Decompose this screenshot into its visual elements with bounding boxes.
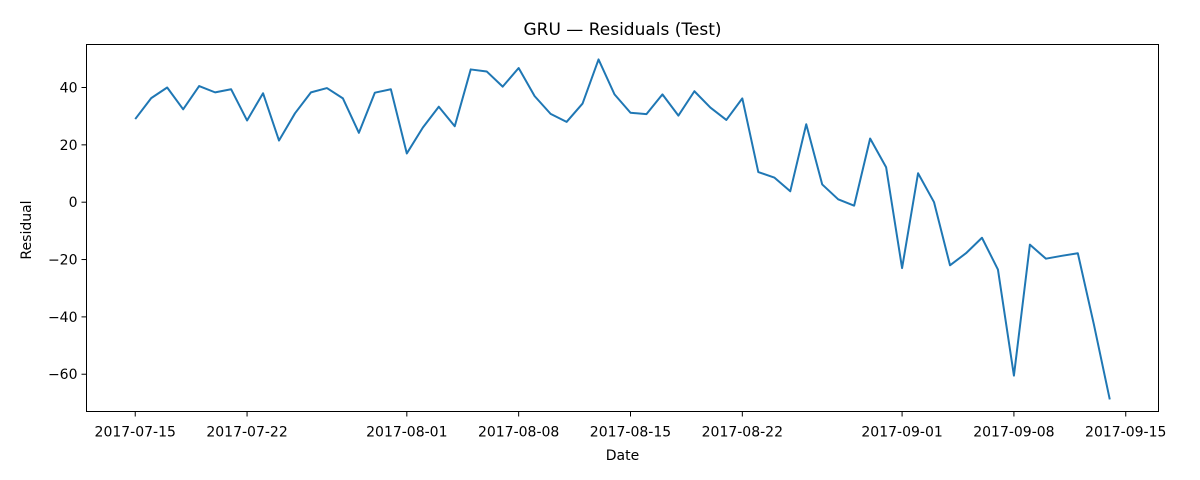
- data-point: [837, 198, 839, 200]
- x-tick-label: 2017-08-15: [590, 425, 671, 441]
- data-point: [214, 91, 216, 93]
- plot-frame: [86, 44, 1159, 412]
- residual-series-line: [134, 58, 1111, 400]
- data-point: [358, 132, 360, 134]
- data-point: [1109, 398, 1111, 400]
- data-point: [614, 93, 616, 95]
- data-point: [390, 88, 392, 90]
- data-point: [374, 92, 376, 94]
- data-point: [566, 121, 568, 123]
- data-point: [789, 190, 791, 192]
- data-point: [166, 87, 168, 89]
- data-point: [342, 97, 344, 99]
- data-point: [965, 252, 967, 254]
- data-point: [1045, 258, 1047, 260]
- data-point: [470, 68, 472, 70]
- x-tick-label: 2017-07-22: [206, 425, 287, 441]
- data-point: [741, 97, 743, 99]
- data-point: [406, 152, 408, 154]
- x-tick-label: 2017-07-15: [95, 425, 176, 441]
- data-point: [661, 93, 663, 95]
- data-point: [629, 112, 631, 114]
- x-tick-label: 2017-08-08: [478, 425, 559, 441]
- x-tick-label: 2017-09-08: [973, 425, 1054, 441]
- data-point: [709, 107, 711, 109]
- data-point: [150, 97, 152, 99]
- data-point: [677, 115, 679, 117]
- data-point: [1077, 252, 1079, 254]
- y-tick-label: −20: [48, 253, 78, 269]
- x-tick-label: 2017-08-22: [702, 425, 783, 441]
- data-point: [246, 119, 248, 121]
- data-point: [598, 58, 600, 60]
- data-point: [582, 103, 584, 105]
- data-point: [805, 123, 807, 125]
- data-point: [198, 85, 200, 87]
- data-point: [1093, 323, 1095, 325]
- data-point: [534, 95, 536, 97]
- chart-title: GRU — Residuals (Test): [523, 20, 721, 40]
- data-point: [326, 87, 328, 89]
- data-point: [949, 264, 951, 266]
- data-point: [885, 166, 887, 168]
- data-point: [645, 113, 647, 115]
- data-point: [182, 108, 184, 110]
- y-tick-label: −40: [48, 310, 78, 326]
- data-point: [454, 125, 456, 127]
- data-point: [693, 90, 695, 92]
- data-point: [725, 119, 727, 121]
- data-point: [502, 86, 504, 88]
- data-point: [997, 269, 999, 271]
- plot-area: [134, 58, 1111, 400]
- data-point: [486, 70, 488, 72]
- data-point: [1013, 375, 1015, 377]
- data-point: [310, 91, 312, 93]
- data-point: [917, 172, 919, 174]
- data-point: [933, 201, 935, 203]
- data-point: [757, 171, 759, 173]
- data-point: [981, 237, 983, 239]
- data-point: [853, 205, 855, 207]
- x-tick-label: 2017-08-01: [366, 425, 447, 441]
- data-point: [773, 177, 775, 179]
- data-point: [278, 140, 280, 142]
- y-tick-label: 0: [69, 195, 78, 211]
- data-point: [438, 106, 440, 108]
- data-point: [134, 118, 136, 120]
- data-point: [901, 267, 903, 269]
- y-tick-label: 40: [60, 81, 78, 97]
- data-point: [821, 183, 823, 185]
- x-tick-label: 2017-09-01: [861, 425, 942, 441]
- x-axis: 2017-07-15 2017-07-22 2017-08-01 2017-08-08…: [95, 411, 1166, 441]
- data-point: [230, 88, 232, 90]
- y-tick-label: 20: [60, 138, 78, 154]
- data-point: [294, 112, 296, 114]
- data-point: [1029, 244, 1031, 246]
- y-tick-label: −60: [48, 367, 78, 383]
- data-point: [518, 67, 520, 69]
- x-tick-label: 2017-09-15: [1085, 425, 1166, 441]
- data-point: [422, 127, 424, 129]
- y-axis-label: Residual: [19, 200, 35, 259]
- data-point: [262, 92, 264, 94]
- x-axis-label: Date: [606, 448, 639, 464]
- data-point: [869, 138, 871, 140]
- y-axis: 40 20 0 −20 −40 −60: [48, 81, 87, 383]
- data-point: [1061, 255, 1063, 257]
- data-point: [550, 113, 552, 115]
